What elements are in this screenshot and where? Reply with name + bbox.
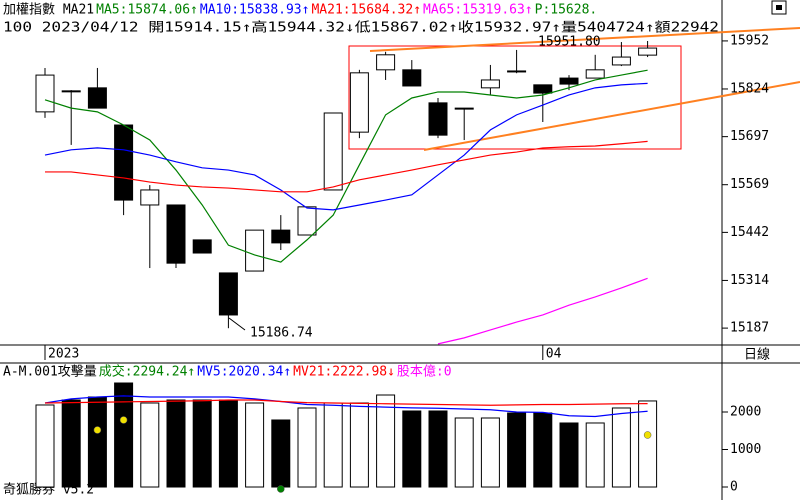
- candle-body: [140, 189, 160, 206]
- candle-body: [35, 74, 55, 113]
- ma-line: [44, 395, 648, 418]
- volume-bar: [559, 422, 579, 488]
- volume-bar: [166, 399, 186, 488]
- legend-entry: 股本億:0: [397, 364, 452, 380]
- y-tick-label: 1000: [730, 442, 761, 457]
- volume-bar: [61, 399, 81, 488]
- y-tick-label: 15569: [730, 177, 769, 192]
- candle-body: [245, 229, 265, 272]
- candle-body: [428, 102, 448, 136]
- candle-body: [114, 124, 134, 201]
- volume-bar: [271, 419, 291, 488]
- legend-entry: MV5:2020.34↑: [197, 365, 291, 380]
- candle-body: [507, 70, 527, 73]
- volume-bar: [297, 407, 317, 488]
- legend-entry: 成交:2294.24↑: [99, 364, 195, 380]
- volume-bar: [140, 402, 160, 488]
- signal-dot: [277, 485, 285, 493]
- y-tick-label: 15824: [730, 81, 769, 96]
- volume-bar: [349, 402, 369, 488]
- y-tick-label: 15187: [730, 321, 769, 336]
- x-tick-label: 2023: [48, 347, 79, 362]
- y-tick-label: 15314: [730, 273, 769, 288]
- signal-dot: [93, 426, 102, 434]
- candle-body: [297, 206, 317, 236]
- legend-entry: MA5:15874.06↑: [96, 3, 198, 18]
- volume-bar: [114, 382, 134, 488]
- y-tick-label: 2000: [730, 404, 761, 419]
- y-tick-label: 15952: [730, 33, 769, 48]
- candle-body: [480, 79, 500, 89]
- volume-bar: [533, 412, 553, 488]
- candle-body: [376, 54, 396, 71]
- candle-body: [87, 87, 107, 109]
- volume-bar: [428, 410, 448, 488]
- ma-line: [437, 277, 648, 345]
- candle-body: [323, 112, 343, 191]
- volume-bar: [376, 394, 396, 488]
- volume-bar: [192, 399, 212, 488]
- y-tick-label: 0: [730, 480, 738, 495]
- legend-entry: MA65:15319.63↑: [423, 3, 533, 18]
- ma-line: [44, 82, 648, 211]
- legend-entry: A-M.001攻擊量: [3, 364, 97, 380]
- window-icon[interactable]: [771, 0, 787, 15]
- candle-body: [218, 272, 238, 316]
- legend-entry: MA10:15838.93↑: [200, 3, 310, 18]
- high-annotation: 15951.80: [538, 35, 601, 50]
- volume-bar: [35, 404, 55, 488]
- signal-dot: [643, 431, 652, 439]
- candle-body: [271, 229, 291, 244]
- info-line: 100 2023/04/12 開15914.15↑高15944.32↓低1586…: [3, 20, 719, 36]
- y-tick-label: 15697: [730, 129, 769, 144]
- volume-bar: [611, 407, 631, 488]
- annotation-leader: [228, 317, 246, 331]
- candle-body: [192, 239, 212, 254]
- trend-line: [369, 27, 800, 52]
- candle-body: [585, 69, 605, 79]
- volume-bar: [323, 402, 343, 488]
- volume-bar: [454, 417, 474, 488]
- candle-body: [166, 204, 186, 264]
- ma-line: [44, 69, 648, 263]
- candle-body: [349, 72, 369, 133]
- low-annotation: 15186.74: [250, 326, 313, 341]
- legend-entry: MA21:15684.32↑: [311, 3, 421, 18]
- candle-body: [61, 90, 81, 93]
- volume-bar: [245, 402, 265, 488]
- volume-bar: [218, 399, 238, 488]
- volume-bar: [480, 417, 500, 488]
- volume-bar: [402, 410, 422, 488]
- volume-bar: [585, 422, 605, 488]
- window-icon-inner: [776, 5, 782, 10]
- candle-body: [533, 84, 553, 94]
- legend-entry: P:15628.: [535, 3, 598, 18]
- signal-dot: [119, 416, 128, 424]
- volume-bar: [87, 396, 107, 488]
- candle-body: [454, 107, 474, 110]
- highlight-box: [348, 45, 682, 150]
- trend-line: [423, 81, 800, 151]
- candle-body: [611, 56, 631, 66]
- x-tick-label: 04: [546, 347, 562, 362]
- ma-line: [44, 399, 648, 406]
- legend-entry: MV21:2222.98↓: [293, 365, 395, 380]
- legend-entry: 加權指數 MA21: [3, 3, 94, 18]
- period-label: 日線: [744, 347, 770, 363]
- candle-body: [559, 77, 579, 85]
- volume-bar: [507, 412, 527, 488]
- ma-line: [45, 140, 648, 193]
- candle-body: [638, 47, 658, 56]
- y-tick-label: 15442: [730, 225, 769, 240]
- candle-body: [402, 69, 422, 87]
- volume-bar: [638, 400, 658, 488]
